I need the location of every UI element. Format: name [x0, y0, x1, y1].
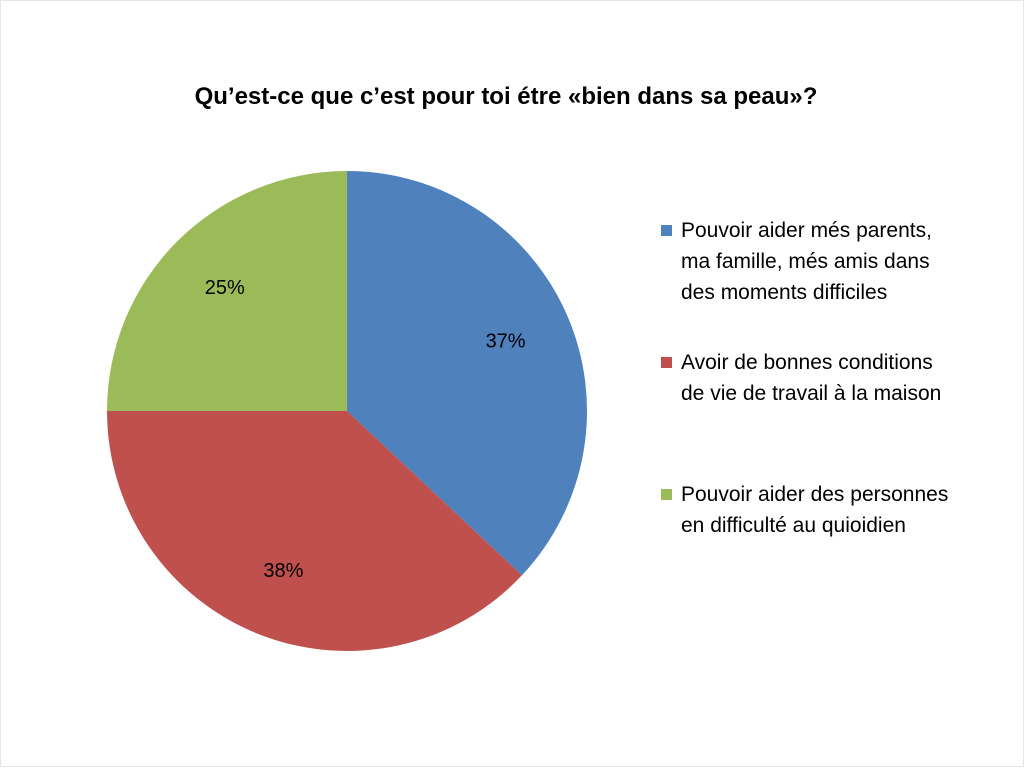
legend-swatch-2 — [661, 489, 672, 500]
legend-swatch-1 — [661, 357, 672, 368]
legend-label-0: Pouvoir aider més parents, ma famille, m… — [681, 219, 932, 304]
legend-label-1: Avoir de bonnes conditions de vie de tra… — [681, 351, 942, 405]
legend-item-0: Pouvoir aider més parents, ma famille, m… — [661, 215, 961, 347]
data-label-1: 38% — [263, 560, 303, 582]
data-label-2: 25% — [205, 277, 245, 299]
pie-slice-0 — [347, 171, 588, 576]
legend-label-2: Pouvoir aider des personnes en difficult… — [681, 483, 949, 537]
pie-slice-2 — [107, 171, 347, 411]
data-label-0: 37% — [486, 331, 526, 353]
pie-slice-1 — [107, 411, 522, 651]
legend-swatch-0 — [661, 225, 672, 236]
chart-title: Qu’est-ce que c’est pour toi étre «bien … — [194, 83, 818, 110]
legend-item-1: Avoir de bonnes conditions de vie de tra… — [661, 347, 961, 479]
legend: Pouvoir aider més parents, ma famille, m… — [661, 215, 961, 579]
legend-item-2: Pouvoir aider des personnes en difficult… — [661, 479, 961, 579]
